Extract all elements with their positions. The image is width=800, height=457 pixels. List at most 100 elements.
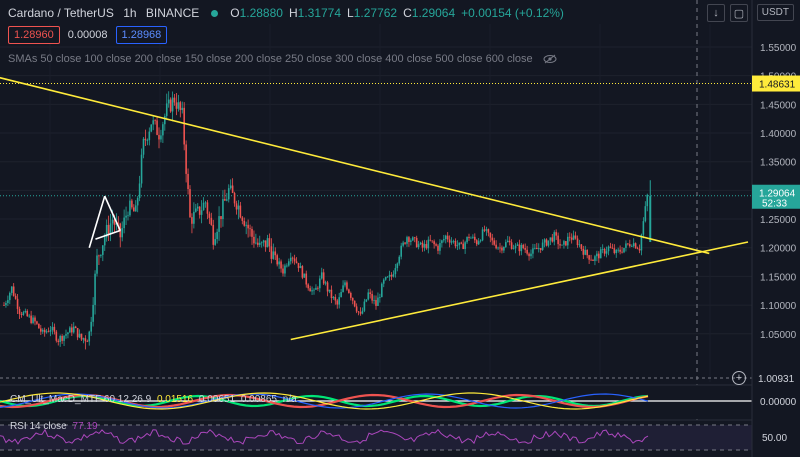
candle-body (280, 261, 282, 269)
candle-body (390, 274, 393, 277)
sma-legend[interactable]: SMAs 50 close 100 close 200 close 150 cl… (8, 53, 557, 65)
candle-body (100, 254, 102, 256)
candle-body (578, 244, 581, 246)
candle-body (38, 323, 40, 329)
macd-label[interactable]: CM_Ult_MacD_MTF 60 12 26 9 0.01516 0.006… (10, 394, 297, 405)
candle-body (534, 247, 536, 249)
candle-body (580, 244, 583, 249)
close-label: C (403, 6, 412, 20)
candle-body (381, 283, 383, 298)
candle-body (14, 295, 17, 299)
candle-body (264, 240, 267, 248)
candle-body (28, 315, 30, 317)
candle-body (495, 244, 497, 249)
candle-body (72, 326, 75, 333)
rsi-pane (0, 419, 752, 457)
eye-off-icon[interactable] (543, 54, 557, 64)
trendline (95, 229, 121, 240)
candle-body (357, 311, 360, 313)
candle-body (646, 194, 649, 207)
candle-body (266, 238, 269, 248)
sell-button[interactable]: 1.28960 (8, 26, 60, 44)
candle-body (456, 245, 459, 247)
candle-body (607, 246, 610, 252)
currency-button[interactable]: USDT (756, 4, 794, 21)
candle-body (505, 242, 507, 248)
candle-body (351, 297, 354, 301)
candle-body (630, 246, 633, 247)
rsi-label[interactable]: RSI 14 close 77.19 (10, 421, 98, 432)
candle-body (41, 329, 44, 332)
chevron-down-icon[interactable]: ↓ (707, 4, 725, 22)
candle-body (171, 97, 174, 112)
candle-body (623, 247, 625, 253)
candle-body (136, 198, 139, 206)
countdown-value: 52:33 (762, 199, 787, 210)
y-tick-label: 1.55000 (760, 43, 797, 54)
symbol-title[interactable]: Cardano / TetherUS 1h BINANCE (8, 6, 199, 20)
candle-body (67, 332, 69, 335)
rsi-value: 77.19 (72, 421, 98, 432)
candle-body (5, 302, 7, 306)
candle-body (295, 261, 298, 263)
candle-body (526, 249, 528, 254)
candle-body (270, 246, 273, 259)
candle-body (487, 229, 490, 233)
plus-icon[interactable]: + (732, 371, 746, 385)
candle-body (111, 219, 114, 224)
candle-body (241, 217, 244, 221)
candle-body (348, 289, 350, 293)
candle-body (183, 107, 185, 145)
candle-body (398, 256, 401, 264)
candle-body (617, 249, 619, 251)
maximize-icon[interactable]: ▢ (730, 4, 748, 22)
macd-pane (0, 384, 752, 419)
candle-body (532, 248, 534, 254)
candle-body (518, 244, 521, 252)
candle-body (164, 115, 166, 125)
candle-body (365, 299, 368, 302)
candle-body (563, 241, 565, 245)
candle-body (474, 236, 476, 241)
candle-body (423, 244, 426, 248)
candle-body (156, 120, 158, 135)
candle-body (642, 221, 645, 235)
candle-body (588, 255, 590, 260)
candle-body (353, 300, 356, 307)
candle-body (355, 306, 358, 312)
candle-body (536, 247, 538, 250)
candle-body (146, 140, 149, 141)
candle-body (373, 300, 375, 301)
candle-body (567, 236, 569, 246)
candle-body (592, 259, 594, 261)
candle-body (557, 235, 559, 245)
candle-body (191, 217, 193, 224)
candle-body (198, 206, 201, 215)
candle-body (485, 229, 488, 231)
candle-body (549, 237, 552, 241)
last-candle-body (649, 196, 652, 242)
candle-body (51, 326, 54, 330)
annotation-lines (0, 76, 749, 341)
candle-body (34, 317, 36, 322)
candle-body (524, 248, 526, 250)
candle-body (154, 120, 156, 122)
macd-val-2: 0.00651 (198, 394, 236, 405)
candle-body (239, 205, 242, 218)
candle-body (516, 244, 519, 246)
candle-body (508, 240, 511, 243)
candle-body (481, 229, 484, 241)
candle-body (574, 235, 577, 239)
candle-body (433, 241, 435, 245)
candle-body (268, 238, 271, 247)
candle-body (601, 248, 604, 250)
candle-body (570, 237, 573, 240)
candle-body (36, 321, 38, 324)
candle-body (117, 222, 120, 224)
buy-button[interactable]: 1.28968 (115, 26, 168, 44)
candle-body (464, 242, 466, 250)
candle-body (258, 242, 261, 245)
candle-body (216, 231, 218, 240)
candle-body (539, 248, 542, 250)
